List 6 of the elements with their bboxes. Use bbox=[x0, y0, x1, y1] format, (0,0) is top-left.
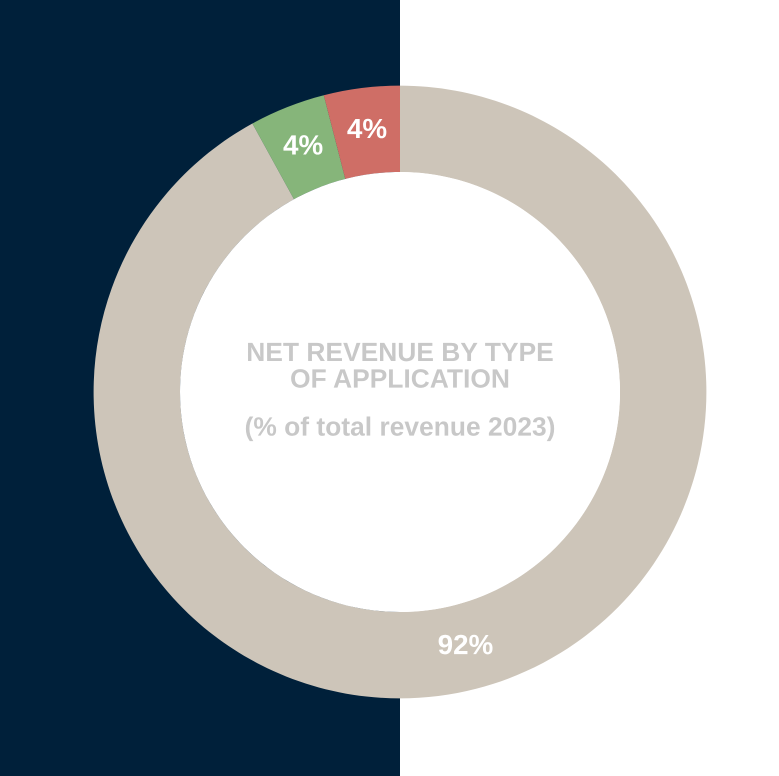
donut-slice bbox=[94, 86, 706, 698]
donut-slice bbox=[252, 95, 346, 200]
donut-slice bbox=[324, 86, 400, 179]
data-label: 4% bbox=[283, 135, 322, 155]
data-label: 92% bbox=[438, 634, 493, 654]
data-label: 4% bbox=[347, 118, 386, 138]
